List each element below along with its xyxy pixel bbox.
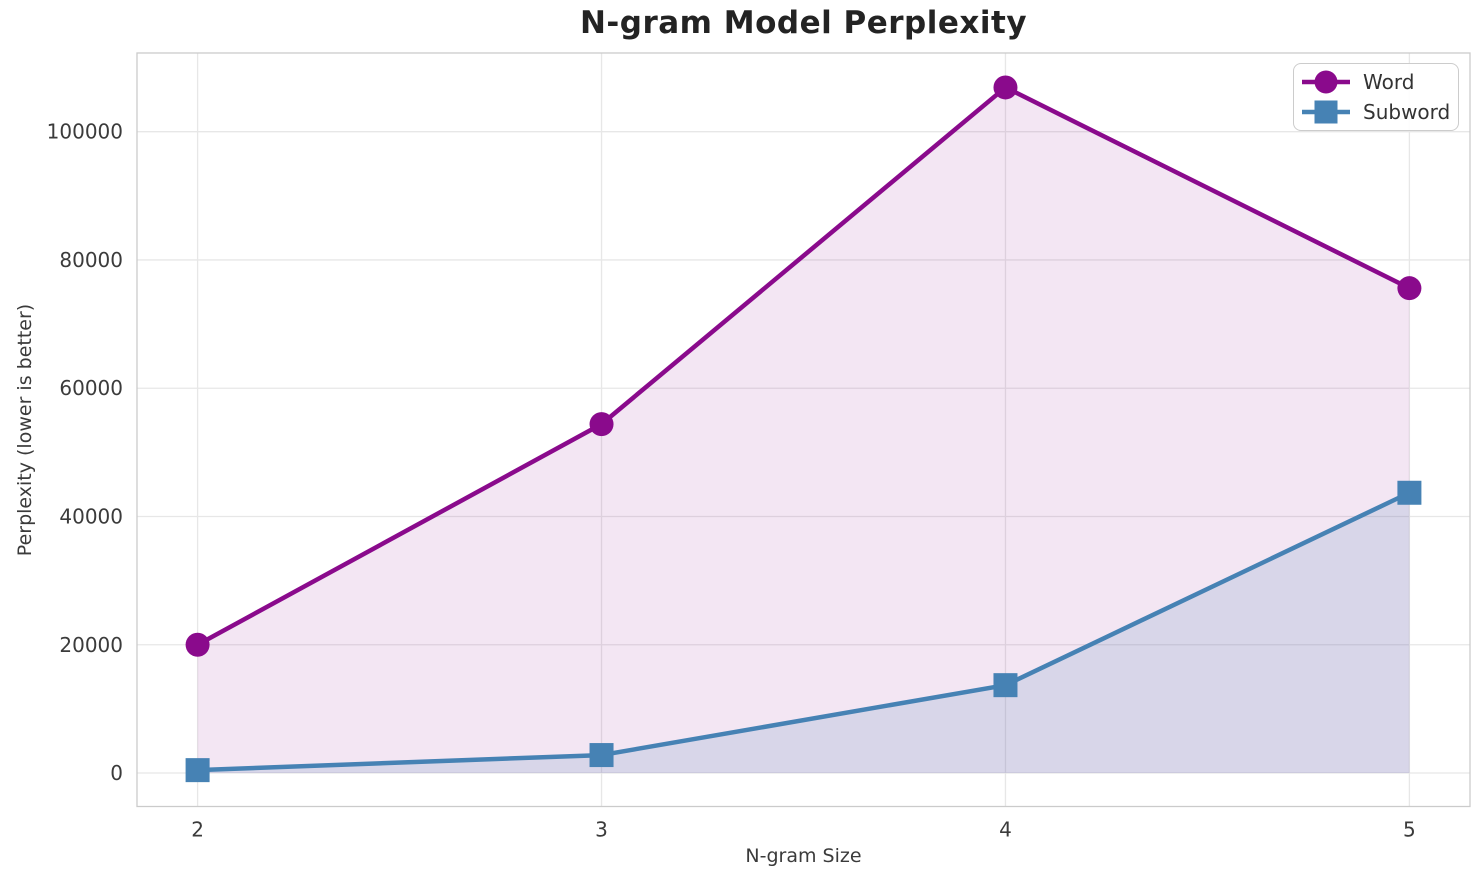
marker-word-3	[589, 412, 614, 437]
legend-label-word: Word	[1363, 70, 1415, 95]
marker-subword-3	[589, 743, 614, 768]
legend-item-subword: Subword	[1300, 98, 1450, 126]
marker-word-4	[993, 75, 1018, 100]
subword-line-square-marker-icon	[1302, 100, 1350, 124]
word-line-circle-marker-icon	[1302, 70, 1350, 94]
marker-subword-2	[185, 758, 210, 783]
x-tick-label: 4	[999, 818, 1012, 842]
y-axis-label: Perplexity (lower is better)	[14, 303, 36, 557]
marker-word-5	[1397, 276, 1422, 301]
area-word	[197, 87, 1410, 774]
marker-subword-5	[1397, 480, 1422, 505]
y-tick-label: 0	[110, 761, 123, 785]
line-word	[196, 85, 1411, 647]
x-tick-label: 5	[1403, 818, 1416, 842]
legend-item-word: Word	[1300, 68, 1450, 96]
legend-label-subword: Subword	[1363, 99, 1451, 124]
x-tick-label: 2	[191, 818, 204, 842]
legend: Word Subword	[1293, 63, 1459, 131]
marker-subword-4	[993, 673, 1018, 698]
chart-title: N-gram Model Perplexity	[579, 5, 1028, 41]
line-subword	[197, 490, 1411, 773]
y-tick-label: 80000	[59, 248, 123, 272]
area-subword	[197, 492, 1410, 774]
x-axis-label: N-gram Size	[745, 845, 862, 867]
marker-word-2	[185, 632, 210, 657]
y-tick-label: 100000	[47, 120, 123, 144]
plot-border	[136, 52, 1471, 808]
y-tick-label: 40000	[59, 504, 123, 528]
y-tick-label: 60000	[59, 376, 123, 400]
y-tick-label: 20000	[59, 633, 123, 657]
x-tick-label: 3	[595, 818, 608, 842]
